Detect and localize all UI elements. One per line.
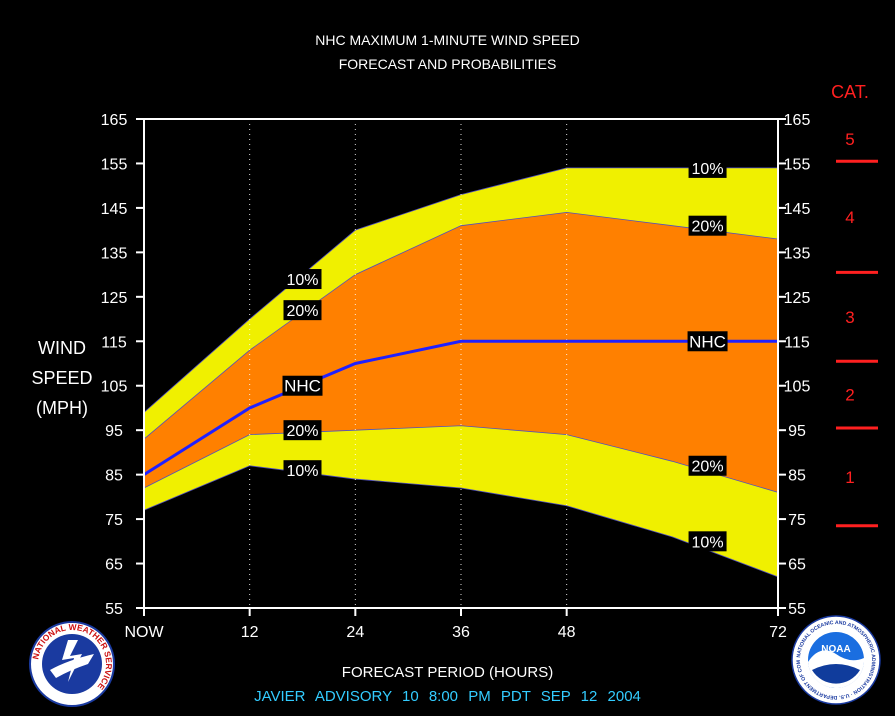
noaa-logo: NATIONAL OCEANIC AND ATMOSPHERIC ADMINIS…: [790, 614, 881, 705]
y-axis-label-line2: SPEED: [31, 368, 93, 388]
y-tick-label-left: 135: [101, 245, 128, 262]
chart-title-line2: FORECAST AND PROBABILITIES: [338, 56, 557, 72]
category-label-5: 5: [845, 130, 854, 149]
y-tick-label-left: 105: [101, 379, 128, 396]
category-label-3: 3: [845, 308, 854, 327]
band-edge-0: [143, 167, 778, 413]
band-label-box: [688, 157, 727, 178]
x-axis-label: FORECAST PERIOD (HOURS): [341, 664, 554, 681]
y-tick-label-right: 55: [788, 601, 806, 618]
y-tick-label-left: 125: [101, 290, 128, 307]
band-label-box: [283, 420, 322, 441]
y-tick-label-right: 145: [784, 201, 811, 218]
band-label-box: [283, 269, 322, 290]
band-label: 10%: [286, 463, 318, 480]
band-label: 10%: [692, 161, 724, 178]
band-label: 20%: [286, 423, 318, 440]
y-axis-label-line3: (MPH): [36, 398, 88, 418]
band-label-box: [688, 531, 727, 552]
x-tick-label: 72: [769, 624, 787, 641]
band-label-box: [687, 331, 728, 352]
nhc-forecast-line: [143, 339, 778, 476]
band-label-box: [688, 455, 727, 476]
band-label: NHC: [689, 332, 726, 351]
band-edge-1: [143, 211, 779, 440]
band-label-box: [688, 215, 727, 236]
y-tick-label-left: 165: [101, 112, 128, 129]
band-label: 10%: [692, 534, 724, 551]
band-label: 20%: [692, 459, 724, 476]
band-label: NHC: [284, 377, 321, 396]
band-label-box: [283, 460, 322, 481]
y-tick-label-right: 75: [788, 512, 806, 529]
category-label-4: 4: [845, 208, 854, 227]
y-tick-label-right: 95: [788, 423, 806, 440]
x-tick-label: 24: [346, 624, 364, 641]
x-tick-label: 36: [452, 624, 470, 641]
y-tick-label-right: 115: [784, 334, 810, 351]
band-label-box: [282, 375, 323, 396]
lightning-icon: [62, 640, 82, 682]
y-tick-label-right: 155: [784, 156, 811, 173]
y-tick-label-right: 85: [788, 468, 806, 485]
x-tick-label: 48: [558, 624, 576, 641]
y-tick-label-left: 65: [105, 557, 123, 574]
y-tick-label-right: 165: [784, 112, 811, 129]
y-tick-label-left: 95: [105, 423, 123, 440]
band-label: 10%: [286, 272, 318, 289]
advisory-footer: JAVIER ADVISORY 10 8:00 PM PDT SEP 12 20…: [254, 688, 641, 705]
nws-logo: NATIONAL WEATHER SERVICE: [29, 621, 115, 707]
y-tick-label-right: 105: [784, 379, 811, 396]
category-label-1: 1: [845, 468, 854, 487]
y-tick-label-left: 145: [101, 201, 128, 218]
y-tick-label-left: 85: [105, 468, 123, 485]
noaa-wordmark: NOAA: [821, 644, 850, 655]
x-tick-label: 12: [241, 624, 259, 641]
y-axis-label-line1: WIND: [38, 338, 86, 358]
category-title: CAT.: [831, 82, 869, 102]
y-tick-label-left: 115: [101, 334, 127, 351]
chart-title-line1: NHC MAXIMUM 1-MINUTE WIND SPEED: [315, 32, 580, 48]
y-tick-label-right: 135: [784, 245, 811, 262]
y-tick-label-left: 55: [105, 601, 123, 618]
y-tick-label-left: 75: [105, 512, 123, 529]
band-label: 20%: [286, 303, 318, 320]
band-label: 20%: [692, 219, 724, 236]
category-label-2: 2: [845, 386, 854, 405]
band-label-box: [283, 300, 322, 321]
band-edge-3: [143, 465, 779, 578]
y-tick-label-right: 65: [788, 557, 806, 574]
y-tick-label-left: 155: [101, 156, 128, 173]
y-tick-label-right: 125: [784, 290, 811, 307]
x-tick-label: NOW: [124, 624, 164, 641]
